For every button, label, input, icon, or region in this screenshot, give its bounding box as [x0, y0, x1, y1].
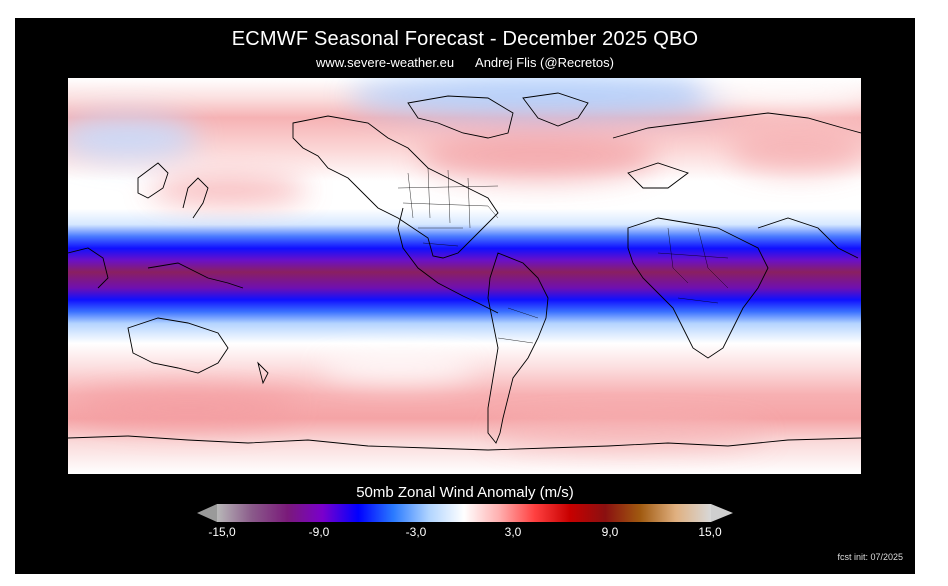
anomaly-patches [68, 78, 861, 447]
author-credit: Andrej Flis (@Recretos) [475, 55, 614, 70]
colorbar-max-arrow [711, 504, 733, 522]
colorbar-tick: 9,0 [601, 525, 619, 539]
colorbar-tick: -3,0 [405, 525, 427, 539]
anomaly-map-svg [68, 78, 861, 474]
colorbar-svg [197, 504, 733, 522]
political-borders [397, 167, 729, 344]
colorbar-tick: -15,0 [208, 525, 236, 539]
coastlines [68, 92, 861, 451]
colorbar-tick: -9,0 [308, 525, 330, 539]
figure-title: ECMWF Seasonal Forecast - December 2025 … [231, 28, 699, 50]
colorbar-ramp [217, 504, 711, 522]
colorbar-tick: 3,0 [504, 525, 522, 539]
forecast-init-note: fcst init: 07/2025 [837, 552, 903, 562]
colorbar-label: 50mb Zonal Wind Anomaly (m/s) [356, 484, 574, 501]
figure-subtitle: www.severe-weather.eu Andrej Flis (@Recr… [15, 55, 915, 70]
colorbar-tick: 15,0 [698, 525, 722, 539]
colorbar-min-arrow [197, 504, 217, 522]
colorbar [195, 502, 735, 529]
site-credit: www.severe-weather.eu [316, 55, 455, 70]
anomaly-map [68, 78, 861, 474]
figure-frame: ECMWF Seasonal Forecast - December 2025 … [15, 18, 915, 574]
